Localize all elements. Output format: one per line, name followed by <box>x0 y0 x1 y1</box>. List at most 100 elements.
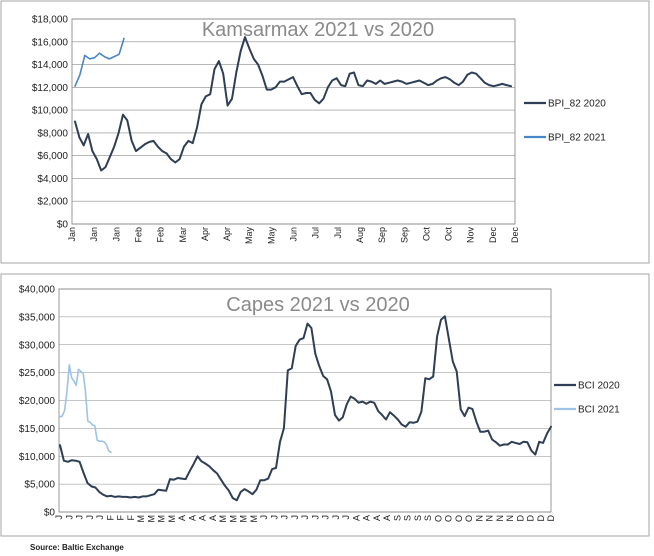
x-tick-label: A <box>362 515 372 521</box>
kamsarmax-series-lines <box>74 36 512 172</box>
capes-legend: BCI 2020 BCI 2021 <box>554 381 620 416</box>
x-tick-label: M <box>157 515 167 523</box>
legend-label: BPI_82 2020 <box>548 99 606 110</box>
x-tick-label: J <box>280 515 290 520</box>
source-note: Source: Baltic Exchange <box>30 543 124 552</box>
x-tick-label: S <box>392 515 402 521</box>
x-tick-label: M <box>167 515 177 523</box>
y-tick-label: $35,000 <box>19 312 56 323</box>
capes-chart-frame <box>0 273 650 537</box>
legend-label: BCI 2021 <box>578 405 620 416</box>
x-tick-label: Jan <box>89 227 99 242</box>
y-tick-label: $10,000 <box>19 452 56 463</box>
x-tick-label: Apr <box>200 227 210 241</box>
x-tick-label: Sep <box>377 227 387 243</box>
y-tick-label: $4,000 <box>37 174 68 185</box>
plot-area <box>71 18 516 225</box>
x-tick-label: N <box>474 515 484 522</box>
x-tick-label: J <box>300 515 310 520</box>
x-tick-label: J <box>310 515 320 520</box>
capes-chart-title: Capes 2021 vs 2020 <box>226 294 409 316</box>
y-tick-label: $40,000 <box>19 285 56 296</box>
x-tick-label: Nov <box>466 227 476 244</box>
x-tick-label: O <box>444 515 454 522</box>
x-tick-label: Oct <box>444 227 454 242</box>
x-tick-label: J <box>64 515 74 520</box>
legend-label: BPI_82 2021 <box>548 133 606 144</box>
y-tick-label: $14,000 <box>32 60 69 71</box>
y-tick-label: $18,000 <box>32 15 69 26</box>
x-tick-label: A <box>208 515 218 521</box>
x-tick-label: A <box>187 515 197 521</box>
series-line-bci-2020 <box>59 315 552 502</box>
x-tick-label: M <box>228 515 238 523</box>
legend-label: BCI 2020 <box>578 381 620 392</box>
x-tick-label: J <box>321 515 331 520</box>
y-tick-label: $6,000 <box>37 151 68 162</box>
x-tick-label: J <box>85 515 95 520</box>
series-line-bpi-82-2020 <box>74 36 512 172</box>
x-tick-label: S <box>403 515 413 521</box>
capes-chart: $0 $5,000 $10,000 $15,000 $20,000 $25,000 $30,… <box>0 273 650 537</box>
x-tick-label: M <box>239 515 249 523</box>
x-tick-label: F <box>126 515 136 521</box>
capes-series-lines <box>59 315 552 502</box>
x-tick-label: Apr <box>222 227 232 241</box>
x-tick-label: O <box>454 515 464 522</box>
x-tick-label: D <box>536 515 546 522</box>
series-line-bci-2021 <box>59 364 112 454</box>
y-tick-label: $30,000 <box>19 340 56 351</box>
x-tick-label: A <box>372 515 382 521</box>
x-tick-label: M <box>136 515 146 523</box>
y-tick-label: $25,000 <box>19 368 56 379</box>
x-tick-label: S <box>423 515 433 521</box>
x-tick-label: A <box>177 515 187 521</box>
x-tick-label: Feb <box>133 227 143 243</box>
x-tick-label: Dec <box>510 227 520 244</box>
x-tick-label: N <box>495 515 505 522</box>
x-tick-label: J <box>331 515 341 520</box>
x-tick-label: J <box>259 515 269 520</box>
kamsarmax-chart-title: Kamsarmax 2021 vs 2020 <box>202 19 434 41</box>
series-line-bpi-82-2021 <box>74 37 125 87</box>
x-tick-label: J <box>341 515 351 520</box>
y-tick-label: $12,000 <box>32 83 69 94</box>
x-tick-label: J <box>75 515 85 520</box>
x-tick-label: Jan <box>111 227 121 242</box>
kamsarmax-legend: BPI_82 2020 BPI_82 2021 <box>524 99 606 144</box>
x-tick-label: Jun <box>289 227 299 242</box>
x-tick-label: Feb <box>156 227 166 243</box>
x-tick-label: A <box>198 515 208 521</box>
kamsarmax-x-tick-labels: Jan Jan Jan Feb Feb Mar Apr Apr May May Jun Jul Jul A… <box>67 227 520 245</box>
y-tick-label: $0 <box>44 508 56 519</box>
x-tick-label: Jan <box>67 227 77 242</box>
x-tick-label: M <box>218 515 228 523</box>
x-tick-label: O <box>464 515 474 522</box>
x-tick-label: J <box>95 515 105 520</box>
x-tick-label: F <box>116 515 126 521</box>
x-tick-label: D <box>515 515 525 522</box>
x-tick-label: S <box>413 515 423 521</box>
y-tick-label: $20,000 <box>19 396 56 407</box>
x-tick-label: Mar <box>178 227 188 243</box>
x-tick-label: J <box>54 515 64 520</box>
x-tick-label: Sep <box>399 227 409 243</box>
capes-y-tick-labels: $0 $5,000 $10,000 $15,000 $20,000 $25,000 $30,… <box>19 285 56 519</box>
x-tick-label: May <box>244 227 254 245</box>
capes-gridlines <box>58 288 552 513</box>
x-tick-label: Dec <box>488 227 498 244</box>
x-tick-label: May <box>266 227 276 245</box>
y-tick-label: $0 <box>57 220 69 231</box>
x-tick-label: D <box>526 515 536 522</box>
x-tick-label: O <box>433 515 443 522</box>
x-tick-label: J <box>269 515 279 520</box>
kamsarmax-chart-frame <box>0 0 650 264</box>
x-tick-label: J <box>290 515 300 520</box>
kamsarmax-chart: $0 $2,000 $4,000 $6,000 $8,000 $10,000 $12,000… <box>0 0 650 264</box>
y-tick-label: $10,000 <box>32 106 69 117</box>
y-tick-label: $8,000 <box>37 128 68 139</box>
x-tick-label: D <box>546 515 556 522</box>
x-tick-label: A <box>382 515 392 521</box>
